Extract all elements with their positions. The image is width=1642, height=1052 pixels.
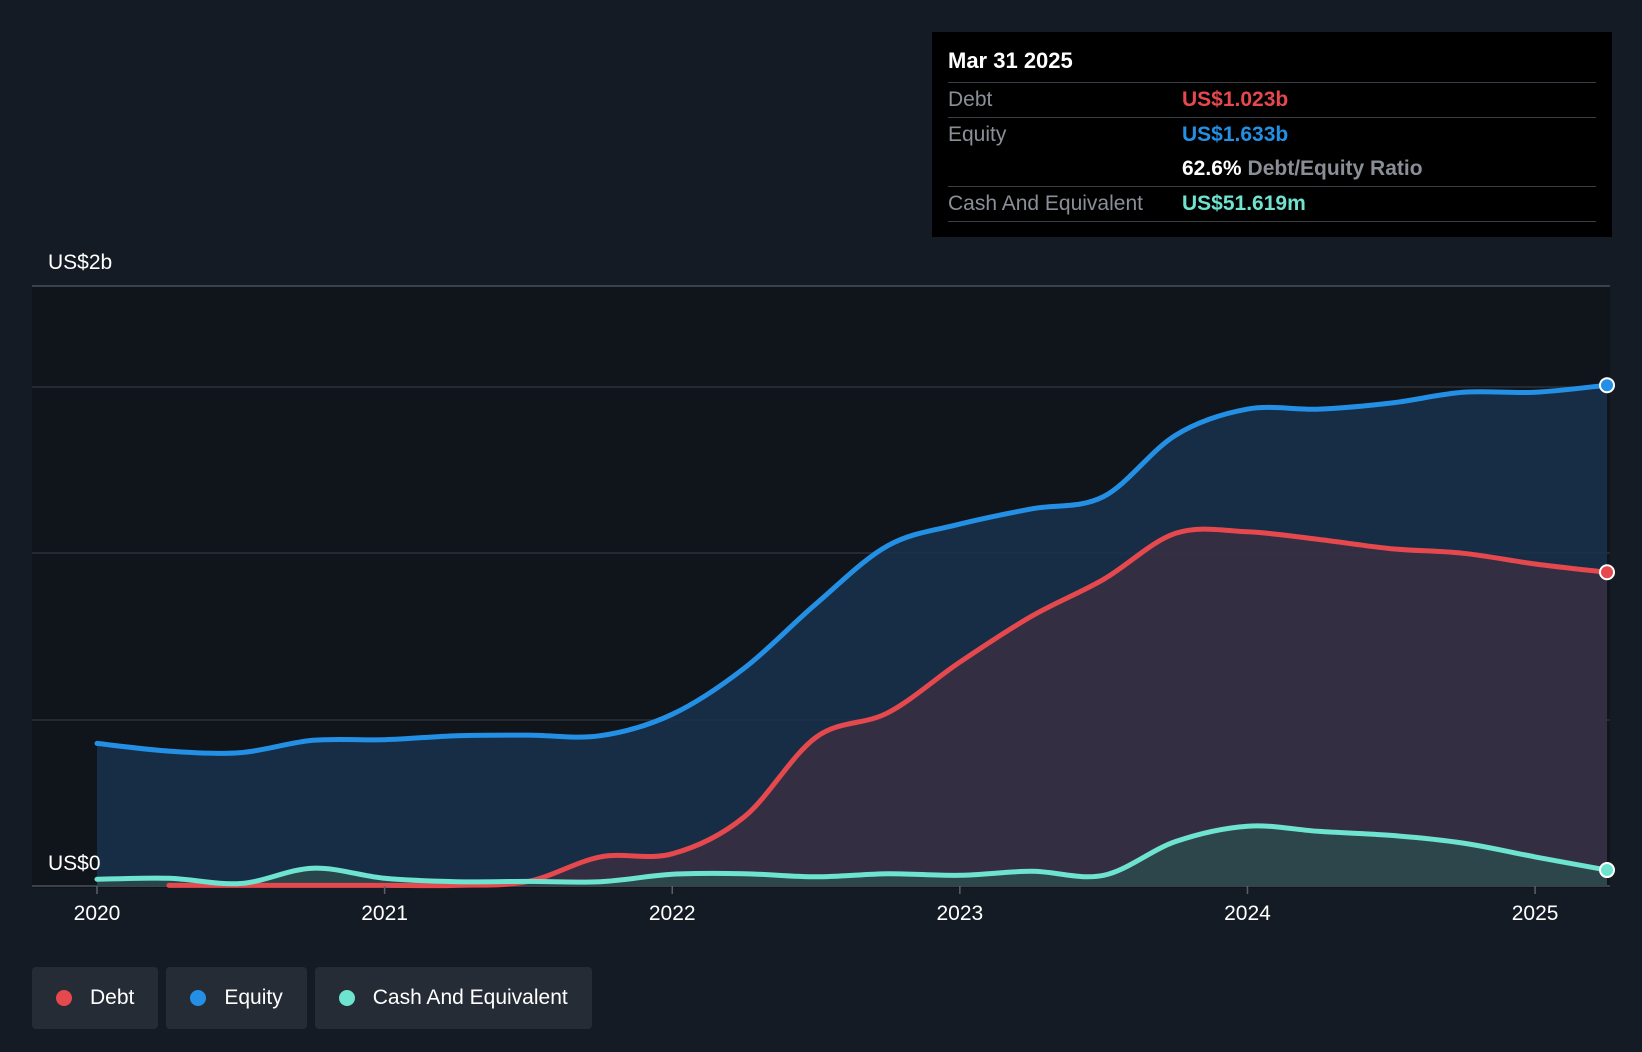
series-endpoints [1599,377,1615,879]
tooltip-equity-row: Equity US$1.633b [948,118,1596,152]
x-tick-label: 2020 [74,902,121,925]
debt-equity-chart: 2020 2021 2022 2023 2024 2025 US$2b US$0 [32,251,1615,925]
equity-line [94,382,1610,756]
cash-and-equivalent-endpoint [1599,862,1615,879]
legend-item-equity[interactable]: Equity [166,967,307,1029]
legend-label-debt: Debt [90,986,135,1009]
tooltip-ratio-label: Debt/Equity Ratio [1247,157,1423,180]
tooltip-ratio-value: 62.6% [1182,157,1242,180]
chart-legend: Debt Equity Cash And Equivalent [32,967,592,1029]
x-axis: 2020 2021 2022 2023 2024 2025 [74,886,1559,925]
tooltip-debt-label: Debt [948,88,993,111]
tooltip-equity-value: US$1.633b [1182,123,1289,146]
legend-label-cash: Cash And Equivalent [372,986,568,1009]
tooltip-debt-row: Debt US$1.023b [948,83,1596,118]
tooltip-date: Mar 31 2025 [948,46,1596,83]
x-tick-label: 2023 [936,902,983,925]
y-tick-label-bottom: US$0 [48,852,101,875]
equity-endpoint [1599,377,1615,394]
tooltip-debt-value: US$1.023b [1182,88,1289,111]
cash-and-equivalent-area [97,825,1607,886]
legend-label-equity: Equity [224,986,283,1009]
tooltip-ratio-row: 62.6% Debt/Equity Ratio [948,152,1596,187]
tooltip-cash-row: Cash And Equivalent US$51.619m [948,187,1596,222]
legend-item-cash[interactable]: Cash And Equivalent [314,967,592,1029]
tooltip-equity-label: Equity [948,123,1007,146]
equity-dot-icon [190,990,207,1006]
debt-area [168,529,1607,886]
x-tick-label: 2022 [649,902,696,925]
series-lines [94,382,1610,889]
debt-endpoint [1599,564,1615,581]
legend-item-debt[interactable]: Debt [32,967,159,1029]
series-areas [97,385,1607,886]
data-tooltip: Mar 31 2025 Debt US$1.023b Equity US$1.6… [932,32,1612,237]
y-tick-label-top: US$2b [48,251,112,274]
tooltip-cash-label: Cash And Equivalent [948,192,1143,215]
x-tick-label: 2021 [361,902,408,925]
debt-line [166,526,1610,889]
cash-and-equivalent-line [94,823,1610,887]
x-tick-label: 2025 [1512,902,1559,925]
debt-dot-icon [56,990,72,1006]
tooltip-cash-value: US$51.619m [1182,192,1306,215]
cash-dot-icon [338,990,355,1006]
x-tick-label: 2024 [1224,902,1271,925]
